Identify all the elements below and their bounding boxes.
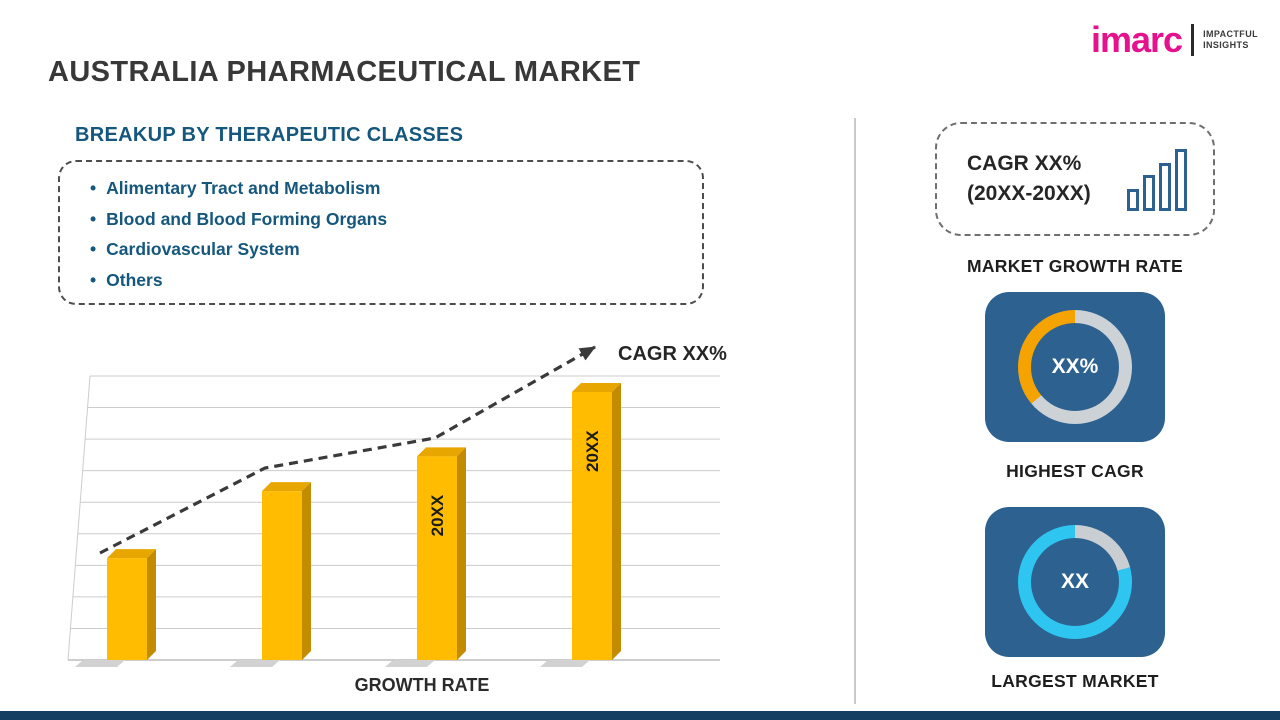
bar-top — [262, 482, 311, 492]
bar-top — [572, 383, 621, 392]
bar-value-label: 20XX — [428, 494, 447, 536]
cagr-summary-box: CAGR XX% (20XX-20XX) — [935, 122, 1215, 236]
highest-cagr-label: HIGHEST CAGR — [1006, 461, 1144, 481]
highest-cagr-donut: XX% — [1018, 310, 1132, 424]
therapeutic-classes-list: Alimentary Tract and Metabolism Blood an… — [60, 173, 702, 295]
list-item: Cardiovascular System — [90, 234, 702, 265]
bar-top — [107, 549, 156, 559]
footer-bar — [0, 711, 1280, 720]
trend-line — [99, 345, 596, 555]
trend-annotation: CAGR XX% — [618, 343, 727, 365]
highest-cagr-card: XX% — [985, 292, 1165, 442]
donut-value: XX — [1060, 570, 1089, 593]
imarc-logo: imarc IMPACTFUL INSIGHTS — [1091, 22, 1258, 58]
cagr-text: CAGR XX% (20XX-20XX) — [967, 149, 1091, 209]
cagr-period: (20XX-20XX) — [967, 182, 1091, 205]
bar-side — [457, 447, 466, 660]
growth-rate-chart: 20XX 20XX CAGR XX% GROWTH RATE — [55, 333, 755, 701]
page-title: AUSTRALIA PHARMACEUTICAL MARKET — [48, 56, 641, 88]
bar-shadow — [385, 660, 435, 667]
largest-market-donut: XX — [1018, 525, 1132, 639]
donut-value: XX% — [1051, 355, 1099, 378]
bar-top — [417, 447, 466, 457]
bar — [572, 392, 612, 660]
x-axis-title: GROWTH RATE — [355, 675, 490, 695]
logo-tagline-line2: INSIGHTS — [1203, 40, 1249, 50]
bar — [107, 558, 147, 660]
logo-divider — [1191, 24, 1195, 56]
section-heading: BREAKUP BY THERAPEUTIC CLASSES — [75, 124, 464, 146]
list-item: Others — [90, 265, 702, 296]
chart-bars: 20XX 20XX — [75, 383, 621, 667]
list-item: Alimentary Tract and Metabolism — [90, 173, 702, 204]
therapeutic-classes-box: Alimentary Tract and Metabolism Blood an… — [58, 160, 704, 305]
axis-wall — [67, 375, 91, 661]
list-item: Blood and Blood Forming Organs — [90, 204, 702, 235]
bar-chart-icon — [1127, 147, 1187, 211]
bar-shadow — [230, 660, 280, 667]
chart-grid — [67, 375, 720, 661]
cagr-value: CAGR XX% — [967, 152, 1082, 175]
bar — [417, 456, 457, 660]
logo-tagline: IMPACTFUL INSIGHTS — [1203, 29, 1258, 52]
market-growth-rate-label: MARKET GROWTH RATE — [966, 256, 1184, 276]
donut-hole — [1031, 323, 1119, 411]
growth-rate-chart-svg: 20XX 20XX CAGR XX% GROWTH RATE — [67, 343, 727, 695]
largest-market-label: LARGEST MARKET — [991, 671, 1159, 691]
bar-side — [302, 482, 311, 660]
largest-market-card: XX — [985, 507, 1165, 657]
donut-hole — [1031, 538, 1119, 626]
bar-side — [612, 383, 621, 660]
bar-shadow — [75, 660, 125, 667]
section-divider — [854, 118, 856, 704]
logo-tagline-line1: IMPACTFUL — [1203, 28, 1258, 39]
bar-shadow — [540, 660, 590, 667]
imarc-logo-text: imarc — [1090, 19, 1183, 60]
bar — [262, 491, 302, 660]
bar-value-label: 20XX — [583, 430, 602, 472]
bar-side — [147, 549, 156, 660]
